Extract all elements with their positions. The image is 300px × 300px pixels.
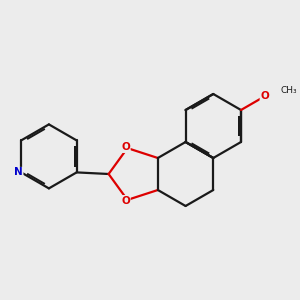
Text: CH₃: CH₃: [281, 85, 297, 94]
Text: N: N: [14, 167, 23, 177]
Text: O: O: [260, 92, 269, 101]
Text: O: O: [122, 142, 130, 152]
Text: O: O: [122, 196, 130, 206]
